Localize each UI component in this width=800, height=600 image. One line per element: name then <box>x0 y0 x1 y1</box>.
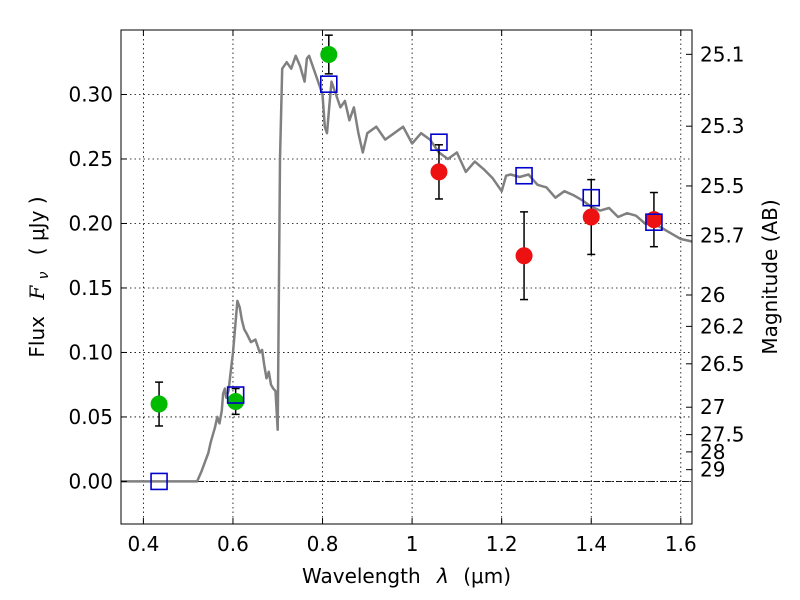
y-tick-label: 0.10 <box>68 340 113 364</box>
y-axis-left-label: Flux F ν ( μJy ) <box>25 196 53 357</box>
y-axis-label-symbol: F <box>25 285 49 301</box>
model-square <box>582 188 601 207</box>
x-axis-label: Wavelength λ (μm) <box>302 564 511 588</box>
model-square <box>515 166 533 185</box>
right-tick-label: 26.2 <box>700 314 745 338</box>
green-data-point <box>150 395 168 413</box>
x-tick-label: 1.6 <box>665 532 697 556</box>
red-data-point <box>582 208 600 226</box>
model-square <box>150 472 168 491</box>
x-axis-ticks: 0.4 0.6 0.8 1 1.2 1.4 1.6 <box>127 30 697 556</box>
y-tick-label: 0.30 <box>68 82 113 106</box>
right-tick-label: 25.1 <box>700 42 745 66</box>
y-tick-label: 0.20 <box>68 211 113 235</box>
model-squares <box>150 75 663 491</box>
y-axis-ticks: 0.00 0.05 0.10 0.15 0.20 0.25 0.30 <box>68 82 127 493</box>
plot-frame <box>120 29 693 525</box>
green-data-point <box>227 392 245 410</box>
y-axis-right-label: Magnitude (AB) <box>758 199 782 354</box>
y-axis-label-unit: ( μJy ) <box>25 196 49 255</box>
x-tick-label: 0.6 <box>217 532 249 556</box>
right-tick-label: 27.5 <box>700 423 745 447</box>
x-axis-label-prefix: Wavelength <box>302 564 421 588</box>
red-data-point <box>515 247 533 265</box>
right-tick-label: 25.3 <box>700 114 745 138</box>
x-axis-label-symbol: λ <box>436 564 449 588</box>
model-square <box>319 75 338 93</box>
grid-lines <box>121 30 692 524</box>
right-tick-label: 29 <box>700 458 725 482</box>
model-square <box>645 213 663 231</box>
y-axis-label-subscript: ν <box>36 271 52 279</box>
x-tick-label: 1.4 <box>575 532 607 556</box>
red-data-point <box>430 163 448 181</box>
model-square <box>226 386 245 404</box>
right-tick-label: 26 <box>700 283 725 307</box>
y-tick-label: 0.15 <box>68 276 113 300</box>
right-tick-label: 26.5 <box>700 352 745 376</box>
x-tick-label: 1 <box>406 532 419 556</box>
sed-model-line <box>121 54 693 483</box>
right-tick-label: 27 <box>700 395 725 419</box>
y-tick-label: 0.05 <box>68 405 113 429</box>
x-tick-label: 0.8 <box>307 532 339 556</box>
right-tick-label: 28 <box>700 440 725 464</box>
x-tick-label: 1.2 <box>486 532 518 556</box>
data-points <box>150 46 663 413</box>
y-axis-label-prefix: Flux <box>25 316 49 358</box>
y-tick-label: 0.25 <box>68 147 113 171</box>
x-tick-label: 0.4 <box>127 532 159 556</box>
model-square <box>430 133 448 152</box>
y-tick-label: 0.00 <box>68 469 113 493</box>
x-axis-label-unit: (μm) <box>463 564 511 588</box>
green-data-point <box>320 46 338 64</box>
right-tick-label: 25.5 <box>700 174 745 198</box>
right-tick-label: 25.7 <box>700 224 745 248</box>
